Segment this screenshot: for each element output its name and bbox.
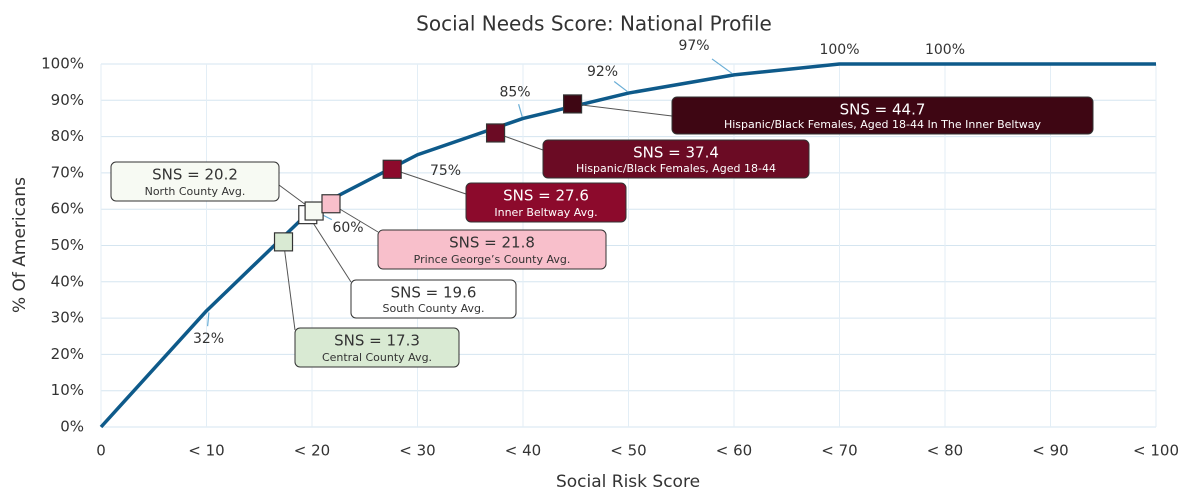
chart-title: Social Needs Score: National Profile: [416, 12, 772, 36]
x-tick-label: < 80: [927, 442, 963, 460]
x-tick-label: < 50: [610, 442, 646, 460]
value-label: 60%: [332, 220, 363, 236]
y-tick-label: 50%: [51, 236, 84, 254]
callout-leader: [307, 214, 352, 283]
callout-box: [110, 161, 280, 202]
callout-leader: [572, 103, 673, 117]
callout-box: [294, 327, 460, 368]
label-leader: [207, 312, 210, 327]
x-tick-label: 0: [96, 442, 106, 460]
y-tick-label: 70%: [51, 163, 84, 181]
y-tick-label: 30%: [51, 309, 84, 327]
y-tick-label: 0%: [60, 418, 84, 436]
marker: [304, 201, 324, 221]
callout-sublabel: North County Avg.: [145, 185, 246, 198]
callout-label: SNS = 44.7: [840, 101, 926, 119]
y-tick-label: 10%: [51, 381, 84, 399]
callout-sublabel: Inner Beltway Avg.: [494, 206, 597, 219]
callout-label: SNS = 21.8: [449, 234, 535, 252]
label-leader: [711, 58, 733, 75]
x-axis-title: Social Risk Score: [556, 472, 700, 492]
callout-leader: [283, 241, 296, 331]
value-label: 85%: [499, 84, 530, 100]
x-tick-label: < 60: [716, 442, 752, 460]
marker: [485, 123, 506, 143]
y-tick-label: 40%: [51, 272, 84, 290]
x-tick-label: < 40: [505, 442, 541, 460]
marker: [382, 159, 402, 179]
value-label: 75%: [430, 163, 461, 179]
callout-label: SNS = 27.6: [503, 187, 589, 205]
y-tick-label: 20%: [51, 345, 84, 363]
callout-sublabel: Hispanic/Black Females, Aged 18-44: [576, 162, 776, 175]
label-leader: [518, 103, 523, 118]
callout-box: [465, 182, 627, 223]
callout-box: [542, 139, 810, 179]
y-tick-label: 90%: [51, 91, 84, 109]
callout-box: [671, 96, 1094, 135]
marker: [273, 232, 294, 252]
x-tick-label: < 20: [294, 442, 330, 460]
x-tick-label: < 100: [1133, 442, 1179, 460]
value-label: 32%: [193, 331, 224, 347]
x-tick-label: < 70: [821, 442, 857, 460]
callout-label: SNS = 17.3: [334, 332, 420, 350]
callout-sublabel: South County Avg.: [382, 302, 484, 315]
callout-box: [350, 279, 517, 319]
callout-sublabel: Prince George’s County Avg.: [414, 253, 571, 266]
x-tick-label: < 90: [1032, 442, 1068, 460]
callout-box: [377, 229, 607, 270]
callout-label: SNS = 37.4: [633, 144, 719, 162]
callout-sublabel: Hispanic/Black Females, Aged 18-44 In Th…: [724, 118, 1042, 131]
callout-label: SNS = 20.2: [152, 166, 238, 184]
value-label: 100%: [819, 42, 859, 58]
x-tick-label: < 10: [188, 442, 224, 460]
marker: [321, 194, 341, 214]
callout-sublabel: Central County Avg.: [322, 351, 432, 364]
callout-leader: [392, 168, 467, 195]
label-leader: [613, 81, 628, 92]
y-tick-label: 100%: [41, 55, 84, 73]
value-label: 100%: [925, 42, 965, 58]
value-label: 97%: [678, 38, 709, 54]
y-tick-label: 60%: [51, 200, 84, 218]
x-tick-label: < 30: [399, 442, 435, 460]
y-tick-label: 80%: [51, 127, 84, 145]
marker: [562, 94, 583, 114]
y-axis-title: % Of Americans: [10, 177, 30, 313]
value-label: 92%: [587, 64, 618, 80]
callout-label: SNS = 19.6: [391, 284, 477, 302]
